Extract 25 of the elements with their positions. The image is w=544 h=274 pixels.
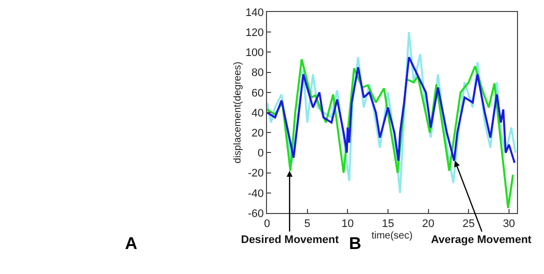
line-series — [267, 58, 514, 209]
y-tick-label: 60 — [252, 87, 264, 100]
y-tick-label: 120 — [245, 26, 264, 39]
x-tick-label: 10 — [342, 218, 354, 230]
y-tick-label: 140 — [245, 6, 264, 19]
x-tick-label: 20 — [422, 218, 434, 230]
y-axis-title: displacement(degrees) — [232, 62, 244, 164]
text: B — [349, 234, 362, 253]
y-tick-label: 20 — [252, 127, 264, 140]
y-tick-label: 0 — [258, 148, 264, 160]
y-tick-label: 100 — [245, 47, 264, 60]
text: A — [125, 234, 138, 253]
y-tick-label: -60 — [248, 208, 264, 220]
x-axis-title: time(sec) — [371, 230, 413, 242]
x-tick-label: 5 — [304, 218, 310, 230]
x-tick-label: 15 — [382, 218, 394, 230]
y-tick-label: -40 — [248, 188, 264, 200]
y-tick-label: 40 — [252, 107, 264, 120]
annotation: Average Movement — [431, 234, 532, 246]
annotation: Desired Movement — [241, 234, 340, 246]
x-tick-label: 30 — [502, 218, 516, 230]
y-tick-label: 80 — [252, 67, 264, 80]
line-series — [267, 31, 516, 194]
x-tick-label: 25 — [462, 218, 475, 230]
y-tick-label: -20 — [248, 168, 264, 180]
